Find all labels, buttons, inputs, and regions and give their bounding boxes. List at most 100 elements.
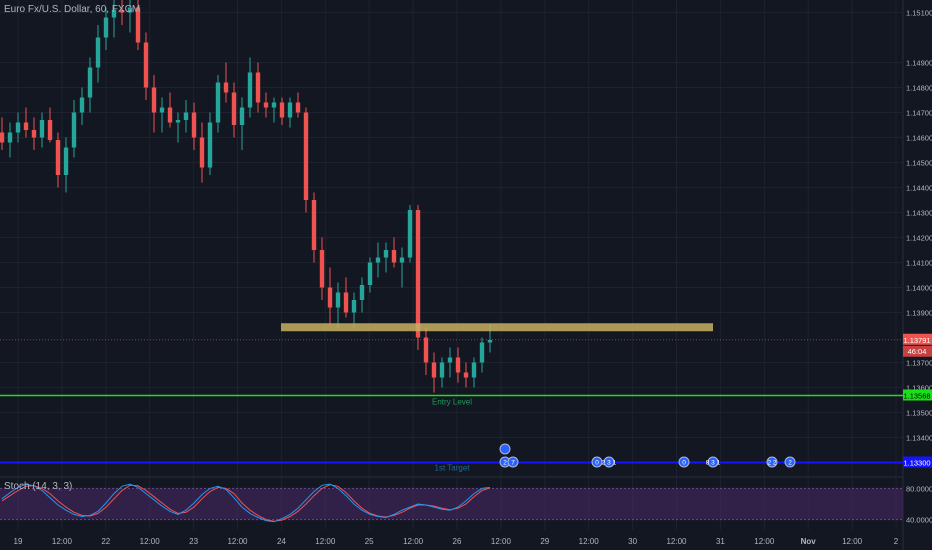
x-tick-label: Nov [801,537,817,546]
candle-body [375,257,381,263]
y-tick-label: 1.14300 [906,209,932,218]
stoch-k-line [1,483,491,523]
event-marker-icon [591,456,603,468]
y-tick-label: 1.14500 [906,159,932,168]
x-tick-label: 12:00 [666,537,687,546]
candle-body [55,140,61,175]
event-marker-label: 0 [595,460,599,467]
event-marker-icon [678,456,690,468]
x-tick-label: 24 [277,537,286,546]
candle-body [335,292,341,308]
stoch-tick-label: 40.0000 [906,516,932,525]
y-tick-label: 1.14900 [906,59,932,68]
candle-body [71,112,77,148]
candle-body [183,112,189,120]
candle-body [391,250,397,263]
y-tick-label: 1.13700 [906,359,932,368]
x-tick-label: 12:00 [140,537,161,546]
candle-body [407,210,413,258]
candle-body [383,250,389,258]
candle-body [135,7,141,43]
candle-body [487,340,493,343]
current-price-badge [903,333,932,345]
y-tick-label: 1.13400 [906,434,932,443]
x-tick-label: 12:00 [227,537,248,546]
event-marker-icon [766,456,778,468]
y-tick-label: 1.13900 [906,309,932,318]
candle-body [343,292,349,313]
x-tick-label: 12:00 [491,537,512,546]
candle-body [7,132,13,143]
current-price-value: 1.13791 [903,336,930,345]
y-tick-label: 1.14800 [906,84,932,93]
stoch-d-line [1,484,491,522]
event-marker-icon [499,443,511,455]
candle-body [415,210,421,338]
candle-body [271,102,277,108]
candle-body [119,10,125,13]
candle-body [111,10,117,18]
candle-body [0,132,5,143]
event-marker-label: 2 3 1 [602,460,617,467]
x-tick-label: 12:00 [315,537,336,546]
countdown-value: 46:04 [908,347,927,356]
candle-body [247,72,253,108]
y-tick-label: 1.14200 [906,234,932,243]
entry-price-badge [903,389,932,401]
candle-body [199,137,205,168]
entry-price-value: 1.13568 [903,392,930,401]
candle-body [327,287,333,308]
candle-body [23,122,29,130]
candle-body [79,97,85,113]
candle-body [143,42,149,88]
candle-body [63,147,69,175]
x-tick-label: 12:00 [842,537,863,546]
y-tick-label: 1.14600 [906,134,932,143]
candle-body [351,300,357,313]
candle-body [215,82,221,123]
candle-body [367,262,373,285]
y-tick-label: 1.14700 [906,109,932,118]
x-tick-label: 19 [14,537,23,546]
candle-body [159,107,165,113]
target-price-value: 1.13300 [903,459,930,468]
countdown-badge [903,345,932,357]
event-marker-label: 8 3 1 [706,460,721,467]
candle-body [95,37,101,68]
candle-body [103,17,109,38]
x-tick-label: 2 [894,537,899,546]
target-label: 1st Target [435,464,471,473]
candle-body [87,67,93,98]
x-tick-label: 12:00 [403,537,424,546]
x-tick-label: 31 [716,537,725,546]
y-tick-label: 1.14100 [906,259,932,268]
candle-body [287,102,293,118]
x-tick-label: 29 [540,537,549,546]
x-tick-label: 26 [453,537,462,546]
resistance-zone [281,323,713,332]
y-tick-label: 1.14000 [906,284,932,293]
candle-body [471,362,477,378]
event-marker-label: 2 [503,460,507,467]
event-marker-icon [707,456,719,468]
x-tick-label: 12:00 [579,537,600,546]
candle-body [167,107,173,123]
candle-body [127,7,133,13]
candle-body [191,112,197,138]
event-marker-label: 0 [682,460,686,467]
stoch-tick-label: 80.0000 [906,484,932,493]
stoch-band [0,488,903,520]
candle-body [311,200,317,250]
x-tick-label: 25 [365,537,374,546]
indicator-title: Stoch (14, 3, 3) [4,481,73,492]
candle-body [279,102,285,118]
candle-body [399,257,405,263]
candle-body [303,112,309,200]
entry-label: Entry Level [432,398,472,407]
symbol-title: Euro Fx/U.S. Dollar, 60, FXCM [4,4,141,15]
candle-body [207,122,213,168]
candle-body [423,337,429,363]
candle-body [239,107,245,125]
candle-body [47,120,53,140]
